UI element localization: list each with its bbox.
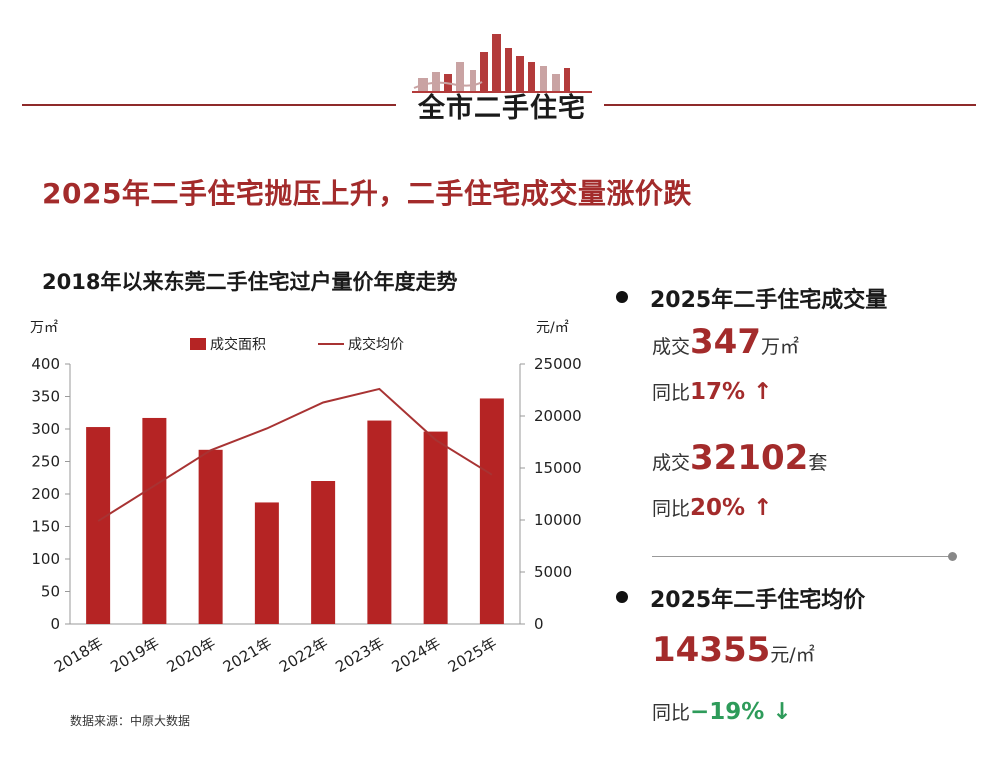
units-yoy-value: 20% ↑	[690, 495, 773, 521]
city-skyline-icon	[412, 34, 592, 93]
x-tick-label: 2021年	[220, 634, 275, 676]
area-stat: 成交347万㎡	[652, 322, 799, 362]
y-left-tick-label: 250	[31, 453, 60, 471]
y-right-tick-label: 0	[534, 615, 544, 633]
units-stat: 成交32102套	[652, 438, 827, 478]
x-tick-label: 2024年	[389, 634, 444, 676]
y-left-unit: 万㎡	[30, 320, 58, 336]
legend-line-label: 成交均价	[348, 336, 404, 353]
price-line	[97, 387, 493, 522]
price-yoy-value: −19% ↓	[690, 699, 792, 725]
units-unit: 套	[808, 452, 828, 474]
units-value: 32102	[690, 438, 809, 478]
y-right-tick-label: 5000	[534, 563, 572, 581]
header-rule-right	[604, 104, 976, 106]
bullet-dot	[616, 591, 628, 603]
yoy-label: 同比	[652, 702, 691, 724]
x-tick-label: 2018年	[51, 634, 106, 676]
y-left-tick-label: 300	[31, 420, 60, 438]
area-value: 347	[690, 322, 761, 362]
bar-2022年	[311, 481, 336, 624]
price-stat: 14355元/㎡	[652, 630, 815, 670]
x-tick-label: 2023年	[332, 634, 387, 676]
bar-2024年	[423, 431, 448, 624]
area-unit: 万㎡	[761, 336, 800, 358]
bar-2023年	[367, 420, 392, 624]
area-yoy-stat: 同比17% ↑	[652, 378, 772, 405]
units-label: 成交	[652, 452, 691, 474]
bar-2020年	[198, 449, 223, 624]
y-left-tick-label: 400	[31, 355, 60, 373]
price-heading: 2025年二手住宅均价	[650, 588, 866, 613]
bar-2019年	[142, 417, 167, 624]
divider-dot	[948, 552, 957, 561]
price-value: 14355	[652, 630, 771, 670]
y-right-tick-label: 20000	[534, 407, 582, 425]
x-tick-label: 2025年	[445, 634, 500, 676]
chart-title: 2018年以来东莞二手住宅过户量价年度走势	[42, 270, 458, 294]
section-title: 全市二手住宅	[418, 93, 586, 124]
yoy-label: 同比	[652, 498, 691, 520]
y-left-tick-label: 100	[31, 550, 60, 568]
yoy-label: 同比	[652, 382, 691, 404]
volume-heading: 2025年二手住宅成交量	[650, 288, 888, 313]
x-tick-label: 2020年	[164, 634, 219, 676]
x-tick-label: 2022年	[276, 634, 331, 676]
x-tick-label: 2019年	[107, 634, 162, 676]
headline: 2025年二手住宅抛压上升，二手住宅成交量涨价跌	[42, 177, 692, 210]
y-left-tick-label: 350	[31, 388, 60, 406]
bullet-dot	[616, 291, 628, 303]
price-yoy-stat: 同比−19% ↓	[652, 698, 792, 725]
bar-2021年	[254, 502, 279, 624]
y-right-tick-label: 25000	[534, 355, 582, 373]
y-left-tick-label: 150	[31, 518, 60, 536]
y-right-tick-label: 15000	[534, 459, 582, 477]
y-left-tick-label: 50	[41, 583, 60, 601]
area-label: 成交	[652, 336, 691, 358]
price-unit: 元/㎡	[770, 644, 815, 666]
header-rule-left	[22, 104, 396, 106]
y-right-tick-label: 10000	[534, 511, 582, 529]
price-volume-chart: 0 50 100 150 200 250 300 350 400 0 5000 10000 15000 2…	[30, 320, 582, 676]
data-source-note: 数据来源：中原大数据	[70, 714, 191, 728]
legend-bar-label: 成交面积	[210, 336, 266, 353]
stats-divider	[652, 556, 950, 557]
bar-2025年	[479, 398, 504, 624]
legend-bar-swatch	[190, 338, 206, 350]
y-left-tick-label: 0	[50, 615, 60, 633]
bar-2018年	[86, 427, 111, 624]
y-right-unit: 元/㎡	[536, 320, 569, 336]
area-yoy-value: 17% ↑	[690, 379, 773, 405]
y-left-tick-label: 200	[31, 485, 60, 503]
units-yoy-stat: 同比20% ↑	[652, 494, 772, 521]
